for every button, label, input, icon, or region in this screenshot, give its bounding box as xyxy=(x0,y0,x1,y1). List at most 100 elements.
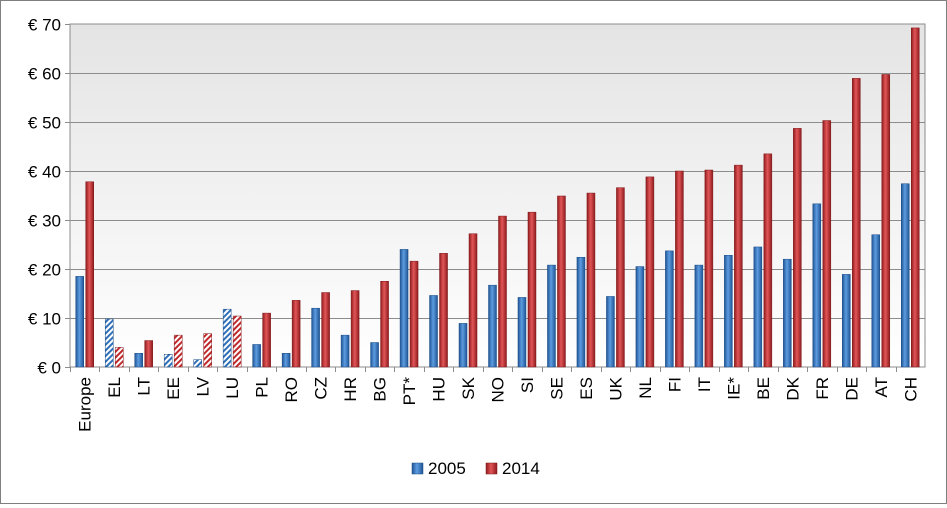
x-tick-label: SE xyxy=(547,377,566,400)
bar-2005-LT xyxy=(134,353,143,368)
bar-2005-PT* xyxy=(399,249,409,368)
x-tick-label: NL xyxy=(636,377,655,399)
legend: 2005 2014 xyxy=(411,459,540,478)
x-tick-label: IT xyxy=(695,377,714,392)
gridlines xyxy=(65,24,925,368)
x-tick-label: UK xyxy=(606,376,625,400)
bar-2005-FI xyxy=(665,250,674,368)
bar-2005-BG xyxy=(370,342,379,368)
y-tick-label: € 30 xyxy=(28,212,61,231)
bar-2005-UK xyxy=(606,296,615,368)
y-tick-label: € 60 xyxy=(28,65,61,84)
bar-2005-FR xyxy=(812,203,822,368)
y-tick-label: € 50 xyxy=(28,114,61,133)
bar-2014-PL xyxy=(262,312,271,368)
bar-2014-FR xyxy=(822,120,832,368)
x-tick-label: HU xyxy=(430,377,449,402)
bar-2005-NL xyxy=(635,266,645,368)
bar-2014-Europe xyxy=(85,181,94,368)
x-tick-label: EL xyxy=(105,377,124,398)
bar-2005-CZ xyxy=(311,307,320,368)
y-tick-label: € 40 xyxy=(28,163,61,182)
x-tick-label: LT xyxy=(135,377,154,396)
legend-label-2014: 2014 xyxy=(502,459,540,478)
x-tick-label: BE xyxy=(754,377,773,400)
x-tick-label: LV xyxy=(194,376,213,396)
x-tick-label: AT xyxy=(872,377,891,397)
bar-2014-ES xyxy=(586,192,596,368)
bar-2005-Europe xyxy=(75,276,84,368)
bar-2014-RO xyxy=(291,300,301,368)
bar-2014-AT xyxy=(881,74,891,368)
bar-2014-SI xyxy=(527,211,537,368)
bar-2014-SK xyxy=(468,233,478,368)
bar-2005-ES xyxy=(576,256,586,368)
bar-2014-LT xyxy=(144,340,153,368)
bar-2005-LU xyxy=(222,308,232,368)
x-tick-label: PT* xyxy=(400,377,419,406)
bar-2014-BG xyxy=(380,281,389,368)
x-tick-label: FR xyxy=(813,377,832,400)
bar-2014-DE xyxy=(852,78,861,368)
bar-2005-EE xyxy=(163,354,173,368)
bar-2005-IT xyxy=(694,264,704,368)
legend-swatch-2005 xyxy=(411,462,424,475)
bar-2014-FI xyxy=(675,170,684,368)
bar-2014-CZ xyxy=(321,292,330,368)
x-tick-label: SI xyxy=(518,377,537,393)
x-tick-label: IE* xyxy=(724,377,743,400)
y-tick-label: € 10 xyxy=(28,310,61,329)
bar-2005-SE xyxy=(547,264,556,368)
bar-2014-SE xyxy=(557,195,566,368)
bar-2014-LU xyxy=(232,315,242,368)
bar-2014-IT xyxy=(704,169,714,368)
bar-2014-EE xyxy=(173,334,183,368)
bar-2014-IE* xyxy=(734,164,743,368)
bar-2014-EL xyxy=(114,347,124,368)
bar-2014-NL xyxy=(645,176,655,368)
x-tick-label: ES xyxy=(577,377,596,400)
x-tick-label: PL xyxy=(253,377,272,398)
bar-2005-AT xyxy=(871,234,881,368)
bar-2005-SI xyxy=(517,297,527,368)
x-axis-ticks: Europe EL LT EE LV LU PL RO CZ HR BG PT* HU SK NO SI SE E… xyxy=(70,367,920,432)
bar-2005-SK xyxy=(458,323,468,368)
bar-2005-HR xyxy=(340,334,350,368)
bar-2014-HU xyxy=(439,253,448,368)
bar-2005-HU xyxy=(429,295,438,368)
bar-2014-CH xyxy=(911,27,920,368)
x-tick-label: DE xyxy=(842,377,861,401)
bars xyxy=(75,27,920,368)
bar-2005-LV xyxy=(193,359,202,368)
y-tick-label: € 20 xyxy=(28,261,61,280)
x-tick-label: LU xyxy=(223,377,242,399)
x-tick-label: CZ xyxy=(312,377,331,400)
x-tick-label: SK xyxy=(459,376,478,399)
x-tick-label: HR xyxy=(341,377,360,402)
bar-2014-LV xyxy=(203,333,212,368)
legend-label-2005: 2005 xyxy=(428,459,466,478)
bar-2014-BE xyxy=(763,153,773,368)
bar-2014-UK xyxy=(616,187,625,368)
x-tick-label: CH xyxy=(901,377,920,402)
bar-2014-NO xyxy=(498,215,507,368)
bar-2014-HR xyxy=(350,290,360,368)
y-tick-label: € 70 xyxy=(28,16,61,35)
y-axis-ticks: € 0 € 10 € 20 € 30 € 40 € 50 € 60 € 70 xyxy=(28,16,61,378)
bar-2005-PL xyxy=(252,344,261,368)
x-tick-label: DK xyxy=(783,376,802,400)
x-tick-label: EE xyxy=(164,377,183,400)
bar-2005-BE xyxy=(753,246,763,368)
bar-2005-RO xyxy=(281,353,291,368)
bar-2005-IE* xyxy=(724,255,733,368)
bar-2005-DK xyxy=(783,258,792,368)
bar-2005-EL xyxy=(104,318,114,368)
x-tick-label: BG xyxy=(371,377,390,402)
bar-2005-DE xyxy=(842,274,851,368)
bar-2014-DK xyxy=(793,128,802,368)
bar-2014-PT* xyxy=(409,260,419,368)
x-tick-label: NO xyxy=(489,377,508,403)
legend-swatch-2014 xyxy=(485,462,498,475)
bar-2005-CH xyxy=(901,183,910,368)
